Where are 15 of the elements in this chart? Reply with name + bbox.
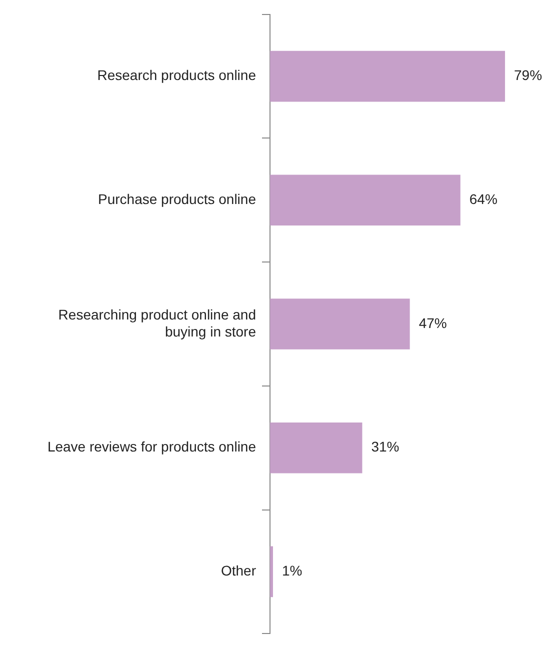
data-label: 47% xyxy=(418,314,447,331)
data-label: 31% xyxy=(371,438,400,455)
y-tick-label: Purchase products online xyxy=(98,191,256,208)
y-tick-label: Leave reviews for products online xyxy=(47,438,256,455)
y-tick-label: Research products online xyxy=(97,67,256,84)
y-tick-label: Other xyxy=(220,562,256,579)
bar xyxy=(270,422,362,474)
bar xyxy=(270,174,460,226)
bar xyxy=(270,298,410,350)
y-tick-label: Researching product online and buying in store xyxy=(58,306,256,340)
data-label: 1% xyxy=(282,562,302,579)
data-label: 64% xyxy=(469,191,498,208)
bar xyxy=(270,50,506,102)
data-label: 79% xyxy=(514,67,542,84)
bar xyxy=(270,546,273,598)
